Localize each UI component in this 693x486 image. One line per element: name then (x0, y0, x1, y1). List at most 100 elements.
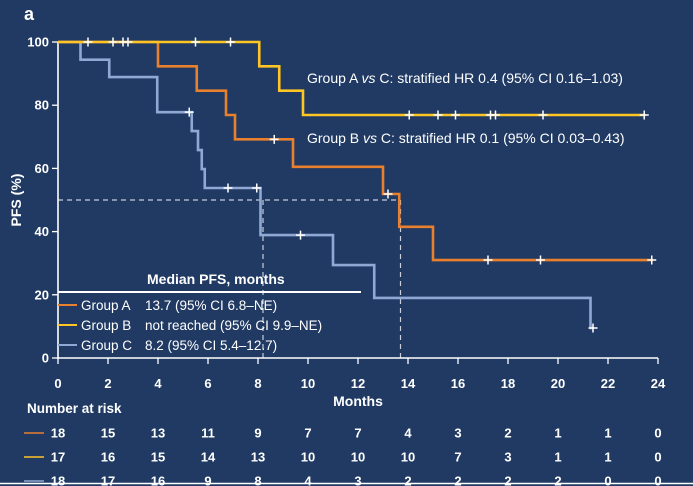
censor-mark (491, 110, 500, 120)
censor-mark (269, 134, 279, 144)
x-tick-label: 8 (254, 376, 261, 391)
legend-value: not reached (95% CI 9.9–NE) (145, 317, 323, 333)
hr-a-stat: C: stratified HR 0.4 (95% CI 0.16–1.03) (375, 70, 623, 86)
at-risk-count: 2 (554, 474, 561, 486)
at-risk-count: 10 (401, 450, 415, 465)
x-axis-title: Months (333, 393, 383, 409)
at-risk-count: 13 (151, 426, 165, 441)
at-risk-count: 0 (654, 450, 661, 465)
x-tick-label: 14 (401, 376, 416, 391)
x-tick-label: 16 (451, 376, 465, 391)
at-risk-count: 0 (654, 474, 661, 486)
y-axis-title: PFS (%) (8, 173, 24, 227)
x-tick-label: 6 (204, 376, 211, 391)
km-curve-group-c (58, 40, 593, 330)
at-risk-count: 2 (504, 474, 511, 486)
x-tick-label: 24 (651, 376, 666, 391)
censor-mark (83, 37, 93, 47)
at-risk-count: 3 (454, 426, 461, 441)
at-risk-count: 1 (554, 450, 561, 465)
censor-mark (647, 255, 657, 265)
censor-mark (252, 183, 262, 193)
at-risk-count: 18 (51, 426, 65, 441)
legend-header: Median PFS, months (147, 271, 285, 287)
hr-a-group: Group A (307, 70, 362, 86)
censor-mark (296, 230, 305, 240)
at-risk-count: 1 (604, 450, 611, 465)
at-risk-count: 2 (504, 426, 511, 441)
hr-annotation-line-b: Group B vs C: stratified HR 0.1 (95% CI … (307, 128, 624, 148)
legend-name: Group B (81, 317, 132, 333)
x-tick-label: 0 (54, 376, 61, 391)
censor-mark (483, 255, 493, 265)
at-risk-count: 15 (151, 450, 165, 465)
censor-mark (108, 37, 118, 47)
at-risk-count: 2 (404, 474, 411, 486)
x-tick-label: 2 (104, 376, 111, 391)
at-risk-count: 7 (354, 426, 361, 441)
hr-annotation-line-a: Group A vs C: stratified HR 0.4 (95% CI … (307, 68, 624, 88)
censor-mark (184, 107, 194, 117)
number-at-risk-label: Number at risk (27, 401, 122, 416)
at-risk-count: 0 (654, 426, 661, 441)
at-risk-count: 3 (504, 450, 511, 465)
y-tick-label: 40 (35, 224, 49, 239)
y-tick-label: 100 (27, 35, 49, 50)
censor-mark (639, 110, 649, 120)
legend-value: 8.2 (95% CI 5.4–12.7) (145, 337, 278, 353)
at-risk-count: 7 (454, 450, 461, 465)
censor-mark (433, 110, 443, 120)
km-curve-group-a (58, 40, 653, 262)
at-risk-count: 9 (254, 426, 261, 441)
at-risk-count: 1 (554, 426, 561, 441)
at-risk-row-group-b: 17 16 15 14 13 10 10 10 7 3 1 1 0 (24, 450, 662, 465)
legend-row-group-c: Group C 8.2 (95% CI 5.4–12.7) (58, 335, 322, 355)
at-risk-count: 17 (51, 450, 65, 465)
hr-annotation: Group A vs C: stratified HR 0.4 (95% CI … (307, 28, 624, 188)
at-risk-count: 10 (301, 450, 315, 465)
censor-mark (123, 37, 133, 47)
at-risk-count: 2 (454, 474, 461, 486)
y-tick-label: 60 (35, 161, 49, 176)
hr-a-vs: vs (361, 70, 376, 86)
at-risk-count: 7 (304, 426, 311, 441)
y-tick-label: 80 (35, 98, 49, 113)
hr-b-vs: vs (363, 130, 378, 146)
at-risk-count: 0 (604, 474, 611, 486)
x-tick-label: 18 (501, 376, 515, 391)
group-a-line-swatch (58, 303, 77, 307)
panel-label: a (24, 4, 35, 24)
x-tick-label: 10 (301, 376, 315, 391)
hr-b-stat: C: stratified HR 0.1 (95% CI 0.03–0.43) (377, 130, 625, 146)
at-risk-count: 13 (251, 450, 265, 465)
at-risk-count: 1 (604, 426, 611, 441)
x-tick-label: 20 (551, 376, 565, 391)
x-tick-label: 22 (601, 376, 615, 391)
legend-value: 13.7 (95% CI 6.8–NE) (145, 297, 278, 313)
group-c-line-swatch (58, 343, 77, 347)
legend-row-group-b: Group B not reached (95% CI 9.9–NE) (58, 315, 322, 335)
x-tick-label: 12 (351, 376, 365, 391)
censor-mark (383, 189, 393, 199)
censor-mark (588, 323, 598, 333)
censor-mark (404, 110, 414, 120)
group-b-line-swatch (58, 323, 77, 327)
at-risk-count: 8 (254, 474, 261, 486)
censor-mark (226, 37, 235, 47)
at-risk-count: 10 (351, 450, 365, 465)
hr-b-group: Group B (307, 130, 364, 146)
censor-mark (191, 37, 200, 47)
at-risk-row-group-a: 18 15 13 11 9 7 7 4 3 2 1 1 0 (24, 426, 662, 441)
y-tick-label: 20 (35, 287, 49, 302)
legend: Group A 13.7 (95% CI 6.8–NE) Group B not… (58, 295, 322, 355)
at-risk-count: 14 (201, 450, 216, 465)
at-risk-count: 4 (404, 426, 412, 441)
legend-name: Group A (81, 297, 131, 313)
censor-mark (451, 110, 460, 120)
legend-name: Group C (81, 337, 133, 353)
censor-mark (223, 183, 233, 193)
at-risk-count: 9 (204, 474, 211, 486)
